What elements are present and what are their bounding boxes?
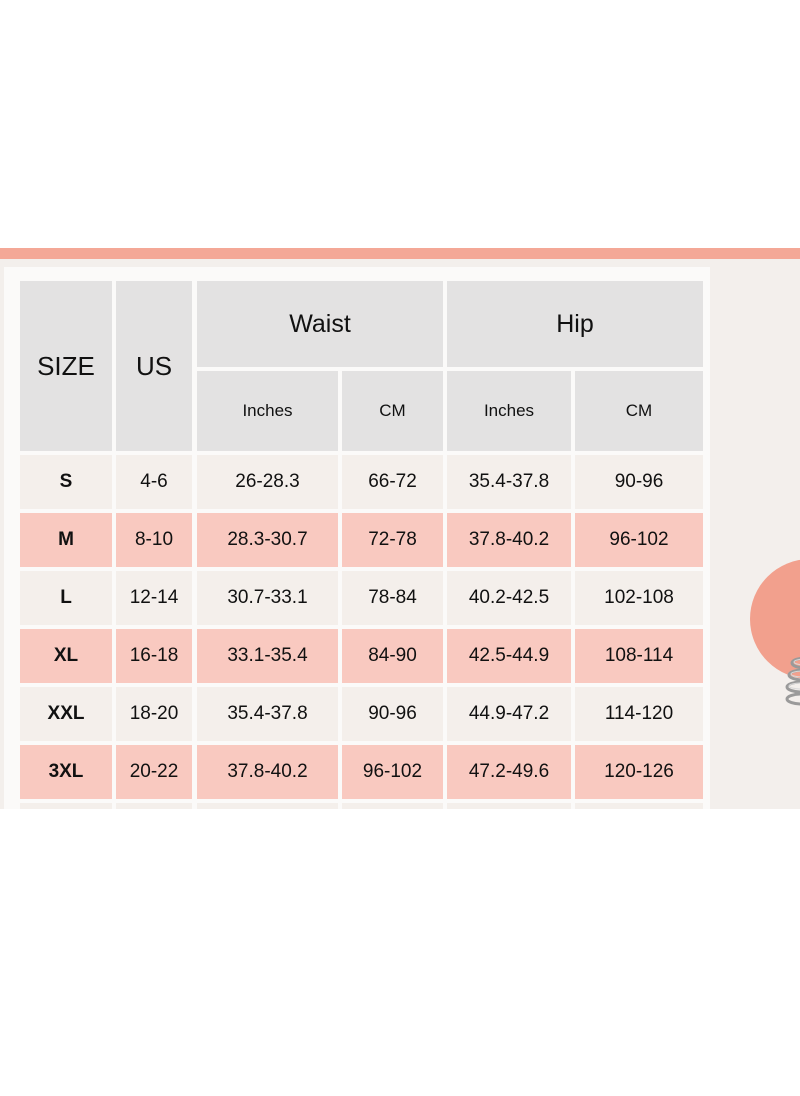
cell-size: XL — [20, 629, 112, 683]
cell-hip-inches: 47.2-49.6 — [447, 745, 571, 799]
header-hip-cm: CM — [575, 371, 703, 451]
cell-hip-cm: 96-102 — [575, 513, 703, 567]
cell-waist-cm: 78-84 — [342, 571, 443, 625]
header-waist-inches: Inches — [197, 371, 338, 451]
header-waist-cm: CM — [342, 371, 443, 451]
cell-us: 12-14 — [116, 571, 192, 625]
cell-waist-cm: 66-72 — [342, 455, 443, 509]
cell-waist-inches: 26-28.3 — [197, 455, 338, 509]
cell-us: 4-6 — [116, 455, 192, 509]
cell-hip-inches: 40.2-42.5 — [447, 571, 571, 625]
cell-hip-inches: 37.8-40.2 — [447, 513, 571, 567]
cell-hip-inches: 42.5-44.9 — [447, 629, 571, 683]
header-hip-inches: Inches — [447, 371, 571, 451]
accent-bar — [0, 248, 800, 259]
cell-waist-cm: 90-96 — [342, 687, 443, 741]
cell-size: S — [20, 455, 112, 509]
header-waist: Waist — [197, 281, 443, 367]
header-size: SIZE — [20, 281, 112, 451]
cell-waist-inches: 33.1-35.4 — [197, 629, 338, 683]
cell-waist-cm: 72-78 — [342, 513, 443, 567]
cell-hip-cm: 108-114 — [575, 629, 703, 683]
cell-size: 3XL — [20, 745, 112, 799]
cell-waist-inches: 28.3-30.7 — [197, 513, 338, 567]
cell-size: M — [20, 513, 112, 567]
cell-hip-cm: 120-126 — [575, 745, 703, 799]
cell-waist-cm: 96-102 — [342, 745, 443, 799]
cell-hip-cm: 102-108 — [575, 571, 703, 625]
cell-us: 20-22 — [116, 745, 192, 799]
cell-partial — [575, 803, 703, 809]
cell-us: 8-10 — [116, 513, 192, 567]
cell-partial — [116, 803, 192, 809]
header-hip: Hip — [447, 281, 703, 367]
cell-us: 18-20 — [116, 687, 192, 741]
cell-partial — [197, 803, 338, 809]
cell-hip-inches: 44.9-47.2 — [447, 687, 571, 741]
cell-waist-inches: 35.4-37.8 — [197, 687, 338, 741]
cell-hip-cm: 114-120 — [575, 687, 703, 741]
cell-partial — [20, 803, 112, 809]
cell-size: L — [20, 571, 112, 625]
cell-waist-inches: 30.7-33.1 — [197, 571, 338, 625]
cell-partial — [447, 803, 571, 809]
cell-partial — [342, 803, 443, 809]
coil-icon — [785, 656, 800, 706]
header-us: US — [116, 281, 192, 451]
cell-hip-inches: 35.4-37.8 — [447, 455, 571, 509]
cell-hip-cm: 90-96 — [575, 455, 703, 509]
cell-waist-cm: 84-90 — [342, 629, 443, 683]
cell-waist-inches: 37.8-40.2 — [197, 745, 338, 799]
cell-us: 16-18 — [116, 629, 192, 683]
cell-size: XXL — [20, 687, 112, 741]
